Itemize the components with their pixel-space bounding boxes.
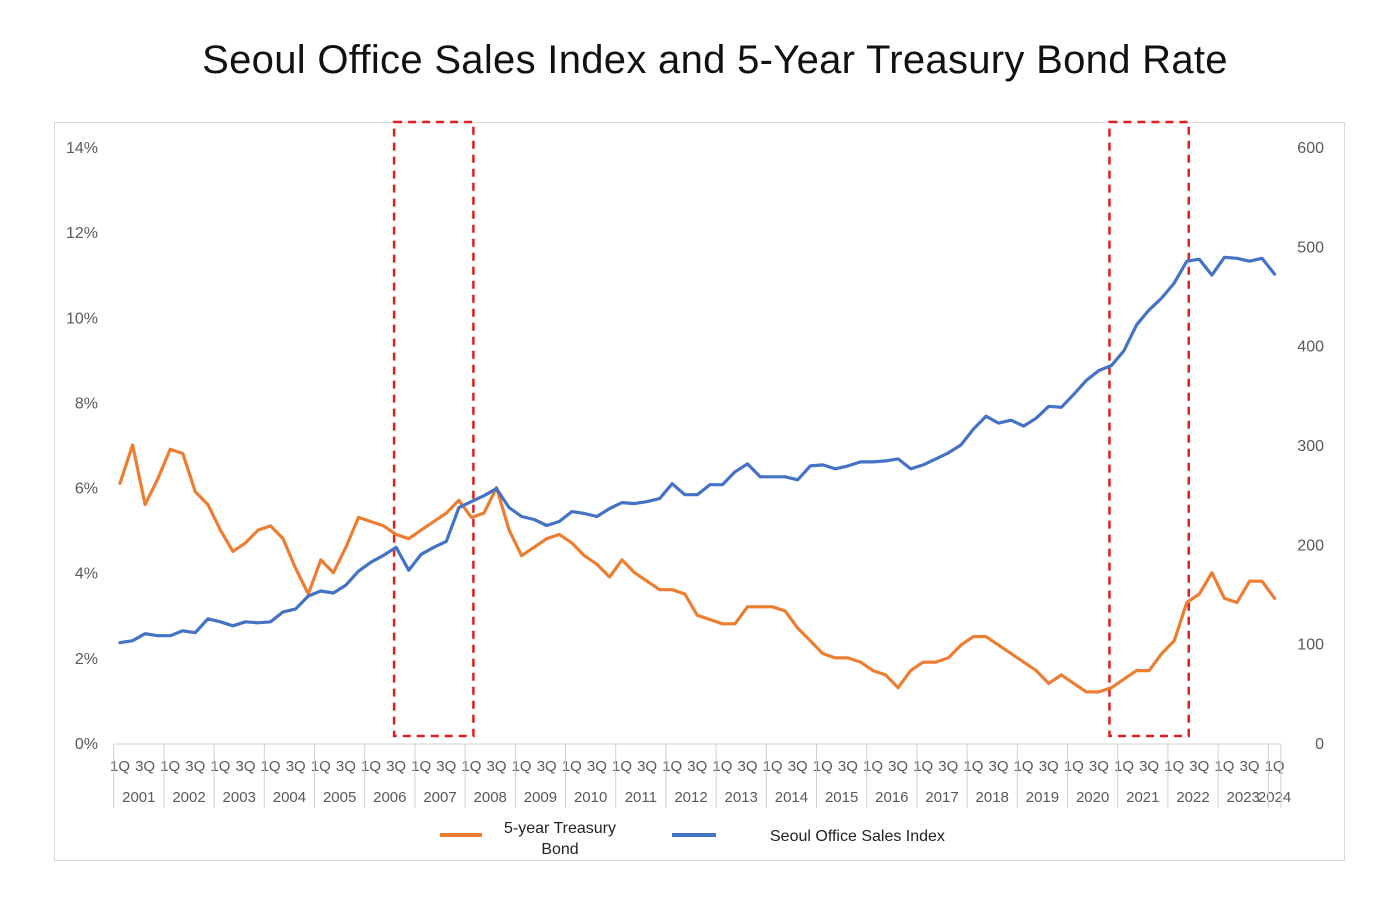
x-quarter-label: 1Q xyxy=(1214,758,1234,775)
x-quarter-label: 3Q xyxy=(1139,758,1159,775)
left-axis-tick-label: 8% xyxy=(75,395,98,412)
right-axis-tick-label: 100 xyxy=(1297,637,1324,654)
x-quarter-label: 3Q xyxy=(988,758,1008,775)
x-quarter-label: 3Q xyxy=(336,758,356,775)
right-axis-tick-label: 600 xyxy=(1297,140,1324,157)
right-axis-tick-label: 300 xyxy=(1297,438,1324,455)
x-year-label: 2014 xyxy=(775,789,808,806)
x-year-label: 2015 xyxy=(825,789,858,806)
x-quarter-label: 3Q xyxy=(737,758,757,775)
x-quarter-label: 3Q xyxy=(687,758,707,775)
x-quarter-label: 1Q xyxy=(311,758,331,775)
x-quarter-label: 1Q xyxy=(1064,758,1084,775)
x-quarter-label: 1Q xyxy=(963,758,983,775)
series-line xyxy=(118,255,1277,645)
x-year-label: 2011 xyxy=(625,789,657,806)
x-year-label: 2012 xyxy=(674,789,707,806)
x-quarter-label: 1Q xyxy=(863,758,883,775)
x-year-label: 2024 xyxy=(1258,789,1291,806)
x-year-label: 2022 xyxy=(1176,789,1209,806)
x-quarter-label: 1Q xyxy=(813,758,833,775)
x-quarter-label: 1Q xyxy=(612,758,632,775)
chart-frame xyxy=(54,122,1345,861)
x-year-label: 2009 xyxy=(524,789,557,806)
x-year-label: 2004 xyxy=(273,789,306,806)
x-quarter-label: 3Q xyxy=(486,758,506,775)
x-quarter-label: 3Q xyxy=(1189,758,1209,775)
x-quarter-label: 3Q xyxy=(537,758,557,775)
x-quarter-label: 1Q xyxy=(361,758,381,775)
x-quarter-label: 3Q xyxy=(286,758,306,775)
x-quarter-label: 3Q xyxy=(838,758,858,775)
x-quarter-label: 1Q xyxy=(1265,758,1285,775)
x-year-label: 2019 xyxy=(1026,789,1059,806)
x-quarter-label: 1Q xyxy=(712,758,732,775)
left-axis-tick-label: 12% xyxy=(66,225,98,242)
x-quarter-label: 1Q xyxy=(512,758,532,775)
left-axis-tick-label: 14% xyxy=(66,140,98,157)
x-quarter-label: 1Q xyxy=(1164,758,1184,775)
x-year-label: 2007 xyxy=(423,789,456,806)
x-quarter-label: 3Q xyxy=(888,758,908,775)
legend-label: 5-year Treasury Bond xyxy=(504,820,616,858)
x-year-label: 2013 xyxy=(725,789,758,806)
x-quarter-label: 1Q xyxy=(1114,758,1134,775)
x-quarter-label: 3Q xyxy=(637,758,657,775)
x-quarter-label: 3Q xyxy=(235,758,255,775)
x-quarter-label: 3Q xyxy=(587,758,607,775)
x-quarter-label: 1Q xyxy=(210,758,230,775)
x-quarter-label: 3Q xyxy=(185,758,205,775)
left-axis-tick-label: 4% xyxy=(75,566,98,583)
legend-label: Seoul Office Sales Index xyxy=(770,828,945,845)
x-quarter-label: 1Q xyxy=(913,758,933,775)
x-year-label: 2017 xyxy=(925,789,958,806)
x-quarter-label: 3Q xyxy=(436,758,456,775)
x-year-label: 2001 xyxy=(122,789,155,806)
x-year-label: 2010 xyxy=(574,789,607,806)
series-line xyxy=(118,443,1277,694)
x-year-label: 2006 xyxy=(373,789,406,806)
x-quarter-label: 1Q xyxy=(1014,758,1034,775)
right-axis-tick-label: 0 xyxy=(1315,736,1324,753)
x-year-label: 2008 xyxy=(474,789,507,806)
x-quarter-label: 3Q xyxy=(1089,758,1109,775)
x-quarter-label: 3Q xyxy=(938,758,958,775)
x-quarter-label: 3Q xyxy=(1039,758,1059,775)
x-quarter-label: 1Q xyxy=(160,758,180,775)
x-quarter-label: 1Q xyxy=(411,758,431,775)
x-year-label: 2023 xyxy=(1227,789,1260,806)
x-quarter-label: 1Q xyxy=(110,758,130,775)
left-axis-tick-label: 2% xyxy=(75,651,98,668)
right-axis-tick-label: 400 xyxy=(1297,339,1324,356)
x-quarter-label: 1Q xyxy=(461,758,481,775)
x-year-label: 2016 xyxy=(875,789,908,806)
x-year-label: 2020 xyxy=(1076,789,1109,806)
x-year-label: 2018 xyxy=(976,789,1009,806)
highlight-box xyxy=(1108,120,1190,738)
left-axis-tick-label: 0% xyxy=(75,736,98,753)
right-axis-tick-label: 500 xyxy=(1297,239,1324,256)
x-year-label: 2002 xyxy=(172,789,205,806)
x-quarter-label: 3Q xyxy=(1239,758,1259,775)
right-axis-tick-label: 200 xyxy=(1297,537,1324,554)
x-quarter-label: 1Q xyxy=(562,758,582,775)
x-year-label: 2003 xyxy=(223,789,256,806)
left-axis-tick-label: 10% xyxy=(66,310,98,327)
x-quarter-label: 1Q xyxy=(662,758,682,775)
left-axis-tick-label: 6% xyxy=(75,481,98,498)
chart-title: Seoul Office Sales Index and 5-Year Trea… xyxy=(202,38,1228,82)
x-quarter-label: 3Q xyxy=(788,758,808,775)
x-quarter-label: 3Q xyxy=(386,758,406,775)
x-year-label: 2021 xyxy=(1126,789,1159,806)
x-quarter-label: 1Q xyxy=(763,758,783,775)
x-quarter-label: 3Q xyxy=(135,758,155,775)
x-quarter-label: 1Q xyxy=(261,758,281,775)
highlight-box xyxy=(392,120,475,738)
x-year-label: 2005 xyxy=(323,789,356,806)
